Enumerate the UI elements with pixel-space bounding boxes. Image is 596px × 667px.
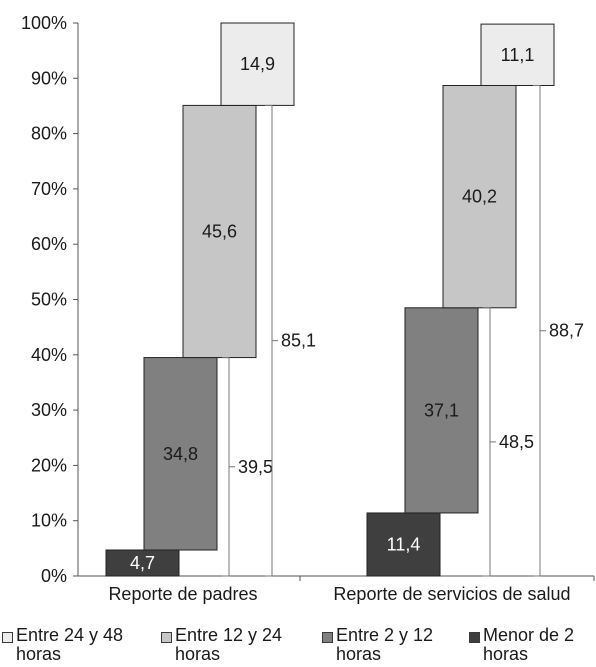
bar-value-label: 4,7 (130, 553, 155, 573)
y-tick-label: 40% (31, 345, 67, 365)
bar-value-label: 14,9 (240, 54, 275, 74)
y-tick-label: 10% (31, 511, 67, 531)
legend-label: Entre 12 y 24 horas (175, 626, 293, 664)
y-tick-label: 0% (41, 566, 67, 586)
bar-segment (182, 104, 257, 359)
cumulative-value-label: 85,1 (281, 331, 316, 351)
legend-label: Menor de 2 horas (483, 626, 596, 664)
legend-item: Entre 24 y 48 horas (2, 626, 134, 664)
bar-segment (480, 23, 555, 86)
y-tick-label: 30% (31, 400, 67, 420)
bar-value-label: 11,4 (387, 534, 421, 554)
bar-value-label: 37,1 (424, 400, 459, 420)
bar-value-label: 34,8 (163, 444, 198, 464)
y-tick-label: 90% (31, 68, 67, 88)
legend-swatch (322, 632, 333, 643)
legend-item: Entre 2 y 12 horas (322, 626, 454, 664)
bar-segment (442, 84, 517, 309)
cumulative-bracket (222, 357, 230, 577)
bar-segment (220, 22, 295, 106)
legend-swatch (2, 632, 13, 643)
y-tick-label: 80% (31, 124, 67, 144)
legend-label-line: horas (175, 644, 221, 664)
x-category-label: Reporte de servicios de salud (333, 584, 570, 604)
bar-segment (105, 549, 180, 577)
bar-value-label: 40,2 (462, 187, 497, 207)
cumulative-value-label: 88,7 (549, 321, 584, 341)
legend-label-line: Entre 2 y 12 (336, 625, 434, 645)
bars: 4,7 34,8 45,6 14,9 11,4 37,1 40,2 11,1 (105, 22, 555, 577)
y-tick-label: 100% (21, 13, 67, 33)
legend-label-line: Entre 24 y 48 (16, 625, 124, 645)
cumulative-annotations: 39,5 85,1 48,5 88,7 (222, 84, 584, 577)
legend-label-line: horas (16, 644, 62, 664)
axes: 0% 10% 20% 30% 40% 50% 60% 70% 80% 90% 100% Reporte… (21, 13, 595, 604)
stacked-bar-chart: 0% 10% 20% 30% 40% 50% 60% 70% 80% 90% 100% Reporte… (21, 13, 595, 604)
bar-value-label: 11,1 (501, 45, 535, 65)
legend-swatch (161, 632, 172, 643)
cumulative-value-label: 48,5 (499, 432, 534, 452)
bar-segment (366, 512, 441, 577)
legend-label-line: Menor de 2 (483, 625, 575, 645)
cumulative-bracket (265, 104, 273, 577)
cumulative-value-label: 39,5 (238, 457, 273, 477)
y-tick-label: 70% (31, 179, 67, 199)
y-tick-label: 50% (31, 290, 67, 310)
legend-item: Menor de 2 horas (469, 626, 596, 664)
y-tick-label: 60% (31, 234, 67, 254)
legend-label: Entre 24 y 48 horas (16, 626, 134, 664)
y-tick-label: 20% (31, 455, 67, 475)
x-category-label: Reporte de padres (108, 584, 257, 604)
legend-item: Entre 12 y 24 horas (161, 626, 293, 664)
bar-segment (404, 307, 479, 514)
legend-label-line: horas (336, 644, 382, 664)
legend-label-line: Entre 12 y 24 (175, 625, 283, 645)
legend-swatch (469, 632, 480, 643)
legend-label: Entre 2 y 12 horas (336, 626, 454, 664)
bar-value-label: 45,6 (202, 221, 237, 241)
legend: Entre 24 y 48 horas Entre 12 y 24 horas Entr… (0, 626, 596, 667)
bar-segment (143, 357, 218, 551)
legend-label-line: horas (483, 644, 529, 664)
cumulative-bracket (533, 84, 541, 577)
cumulative-bracket (483, 307, 491, 577)
